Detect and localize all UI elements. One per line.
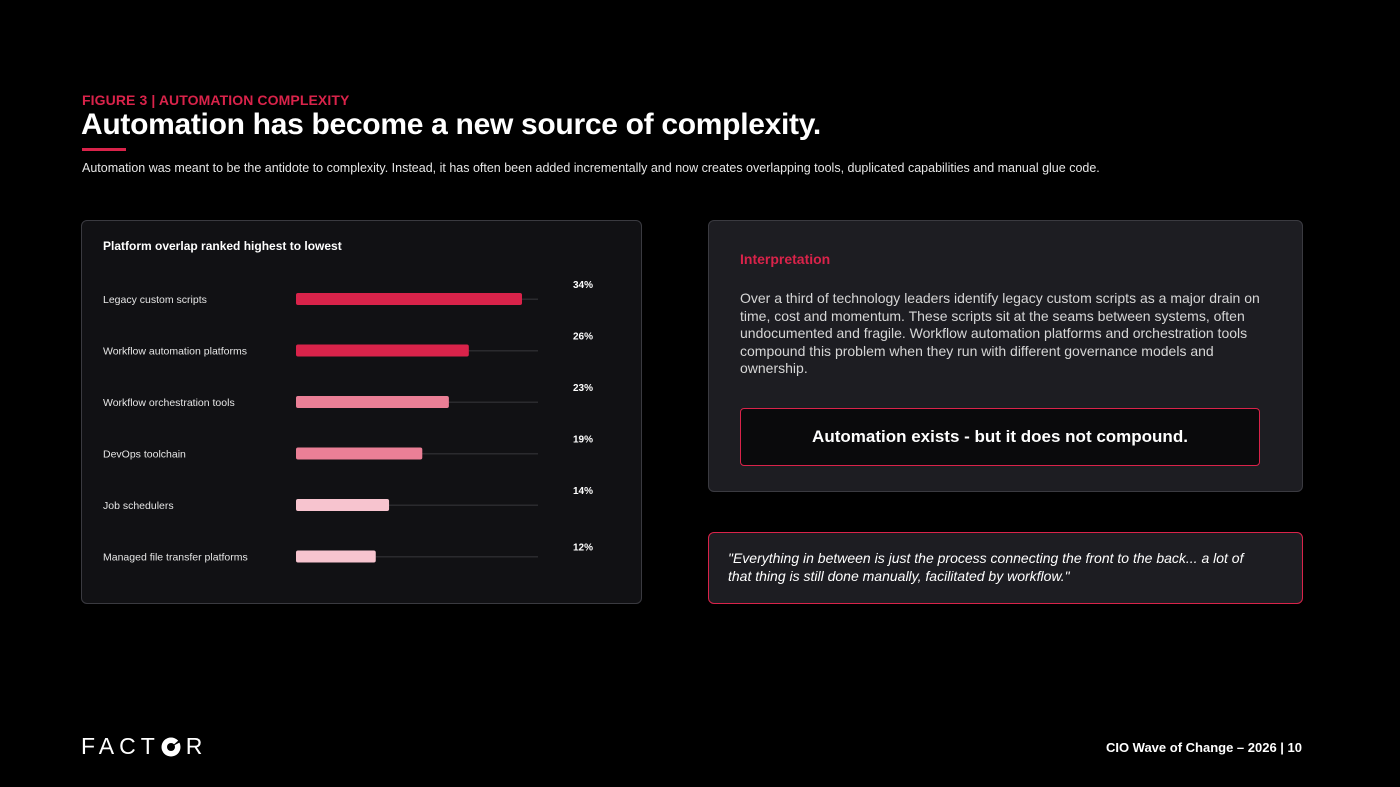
page-title: Automation has become a new source of co… — [81, 108, 821, 141]
factor-logo: FACT R — [81, 733, 207, 760]
chart-title: Platform overlap ranked highest to lowes… — [103, 239, 342, 253]
bar — [296, 499, 390, 511]
category-label: Managed file transfer platforms — [103, 552, 248, 564]
value-label: 34% — [573, 280, 593, 291]
title-underline — [82, 148, 126, 151]
figure-eyebrow: FIGURE 3 | AUTOMATION COMPLEXITY — [82, 92, 350, 108]
value-label: 19% — [573, 435, 593, 446]
value-label: 14% — [573, 486, 593, 497]
category-label: Workflow orchestration tools — [103, 397, 235, 409]
value-label: 23% — [573, 383, 593, 394]
bar — [296, 344, 469, 357]
category-label: Workflow automation platforms — [103, 346, 247, 358]
bar — [296, 550, 376, 563]
bar-track — [296, 556, 538, 558]
value-label: 12% — [573, 543, 593, 554]
quote-card: "Everything in between is just the proce… — [708, 532, 1303, 604]
logo-text-right: R — [185, 733, 208, 759]
category-label: Legacy custom scripts — [103, 294, 207, 306]
page-subtitle: Automation was meant to be the antidote … — [82, 161, 1100, 175]
callout-box: Automation exists - but it does not comp… — [740, 408, 1260, 466]
bar — [296, 396, 449, 408]
bar — [296, 293, 522, 305]
callout-text: Automation exists - but it does not comp… — [812, 427, 1188, 446]
bar-chart: Legacy custom scripts 34% Workflow automat… — [103, 280, 593, 564]
bar — [296, 447, 423, 460]
logo-text-left: FACT — [81, 733, 160, 759]
interpretation-card: Interpretation Over a third of technolog… — [708, 220, 1303, 492]
page-footer: CIO Wave of Change – 2026 | 10 — [1105, 740, 1302, 755]
logo-o-icon — [161, 737, 181, 756]
value-label: 26% — [573, 332, 593, 343]
chart-card: Platform overlap ranked highest to lowes… — [81, 220, 642, 604]
quote-text: "Everything in between is just the proce… — [728, 550, 1244, 584]
bar-track — [296, 504, 538, 506]
interpretation-heading: Interpretation — [740, 251, 831, 267]
category-label: DevOps toolchain — [103, 449, 186, 461]
interpretation-body: Over a third of technology leaders ident… — [740, 290, 1260, 376]
category-label: Job schedulers — [103, 500, 174, 512]
